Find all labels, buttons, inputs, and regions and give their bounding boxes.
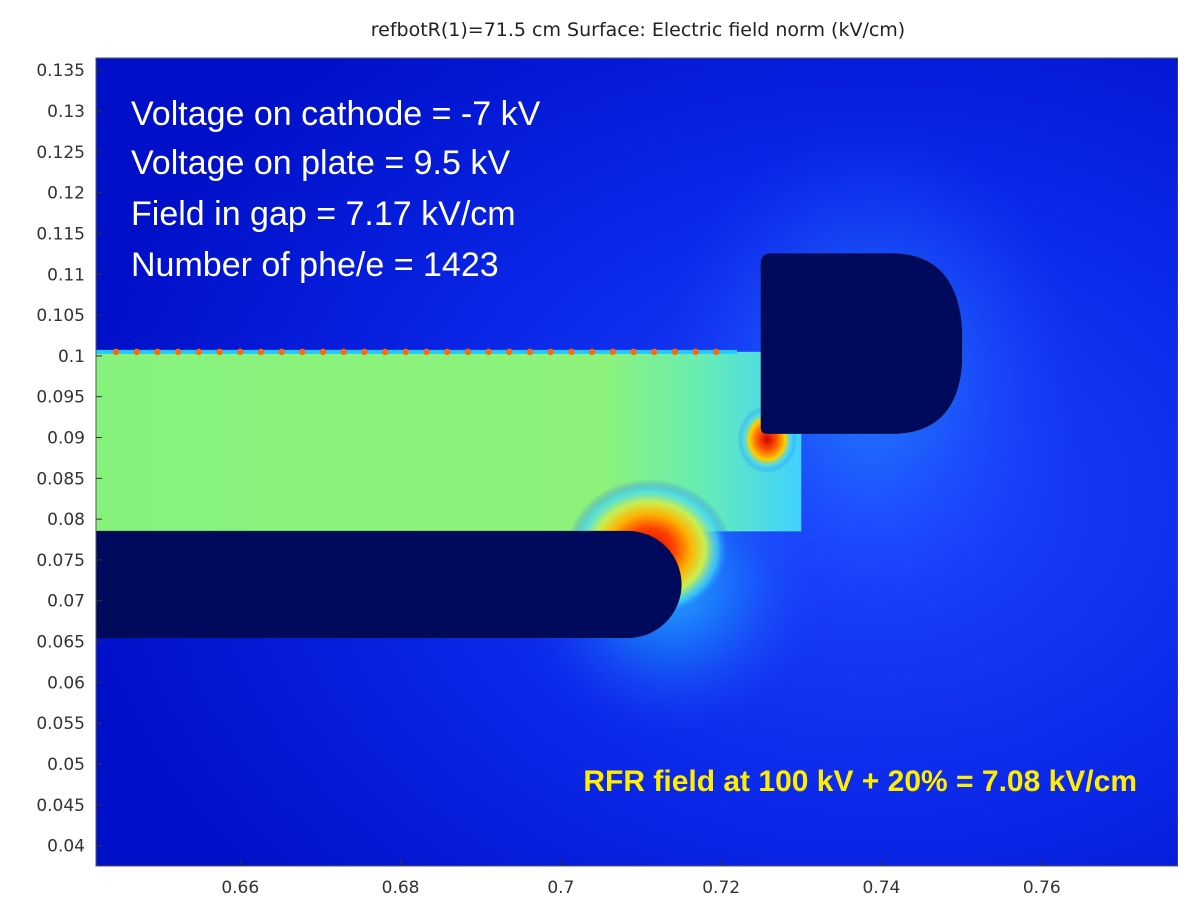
y-tick-label: 0.045 — [36, 796, 85, 816]
grid-wire — [485, 348, 492, 356]
grid-wire — [423, 348, 430, 356]
grid-wire — [506, 348, 513, 356]
y-tick-label: 0.07 — [47, 592, 85, 612]
plot-area — [96, 58, 1178, 866]
grid-wire — [133, 348, 140, 356]
x-axis: 0.66 0.68 0.7 0.72 0.74 0.76 — [221, 860, 1061, 898]
y-tick-label: 0.085 — [36, 469, 85, 489]
y-tick-label: 0.13 — [47, 102, 85, 122]
grid-wire — [237, 348, 244, 356]
annotation-cathode-voltage: Voltage on cathode = -7 kV — [131, 95, 541, 133]
x-tick-label: 0.76 — [1023, 878, 1061, 898]
y-tick-label: 0.055 — [36, 714, 85, 734]
annotation-plate-voltage: Voltage on plate = 9.5 kV — [131, 144, 510, 182]
grid-wire — [713, 348, 720, 356]
grid-wire-row — [96, 348, 738, 356]
annotation-phe-count: Number of phe/e = 1423 — [131, 246, 499, 284]
grid-wire — [630, 348, 637, 356]
x-tick-label: 0.66 — [221, 878, 259, 898]
annotations: Voltage on cathode = -7 kV Voltage on pl… — [131, 95, 1137, 798]
grid-wire — [526, 348, 534, 356]
cathode-electrode — [96, 530, 682, 638]
y-axis: 0.135 0.13 0.125 0.12 0.115 0.11 0.105 0.1 0.095… — [36, 61, 102, 857]
y-tick-label: 0.115 — [36, 224, 85, 244]
y-tick-label: 0.065 — [36, 633, 85, 653]
grid-wire — [381, 348, 389, 356]
y-tick-label: 0.1 — [58, 347, 85, 367]
grid-wire — [588, 348, 596, 356]
plot-frame — [95, 57, 1178, 867]
grid-wire — [154, 348, 161, 356]
grid-wire — [464, 348, 472, 356]
annotation-rfr-field: RFR field at 100 kV + 20% = 7.08 kV/cm — [583, 765, 1137, 798]
x-tick-label: 0.7 — [547, 878, 574, 898]
grid-wire — [671, 348, 679, 356]
grid-wire — [174, 348, 182, 356]
grid-wire — [651, 348, 658, 356]
chart-title: refbotR(1)=71.5 cm Surface: Electric fie… — [371, 19, 905, 41]
plate-electrode — [760, 253, 963, 434]
y-tick-label: 0.125 — [36, 143, 85, 163]
y-tick-label: 0.06 — [47, 673, 85, 693]
x-tick-label: 0.74 — [863, 878, 901, 898]
y-tick-label: 0.04 — [47, 837, 85, 857]
grid-wire — [444, 348, 451, 356]
annotation-gap-field: Field in gap = 7.17 kV/cm — [131, 195, 516, 233]
y-tick-label: 0.095 — [36, 388, 85, 408]
y-tick-label: 0.075 — [36, 551, 85, 571]
grid-wire — [112, 348, 120, 356]
y-tick-label: 0.11 — [47, 265, 85, 285]
x-tick-label: 0.68 — [382, 878, 420, 898]
x-tick-label: 0.72 — [702, 878, 740, 898]
y-tick-label: 0.135 — [36, 61, 85, 81]
grid-wire — [692, 348, 699, 356]
y-tick-label: 0.12 — [47, 184, 85, 204]
grid-wire — [257, 348, 265, 356]
grid-wire — [319, 348, 327, 356]
grid-wire — [216, 348, 223, 356]
grid-wire — [361, 348, 368, 356]
grid-wire — [609, 348, 616, 356]
y-tick-label: 0.09 — [47, 429, 85, 449]
y-tick-label: 0.08 — [47, 510, 85, 530]
grid-wire — [195, 348, 202, 356]
grid-wire — [340, 348, 347, 356]
grid-wire — [402, 348, 409, 356]
grid-wire — [547, 348, 554, 356]
grid-wire — [568, 348, 575, 356]
grid-wire — [299, 348, 306, 356]
y-tick-label: 0.105 — [36, 306, 85, 326]
y-tick-label: 0.05 — [47, 755, 85, 775]
grid-wire — [278, 348, 285, 356]
